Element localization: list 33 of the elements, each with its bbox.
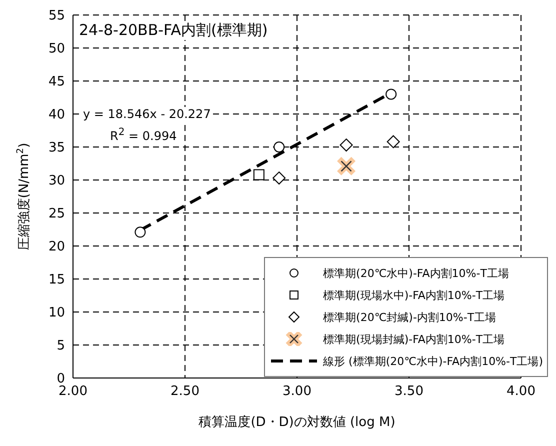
y-tick-label: 10	[48, 306, 65, 321]
y-tick-label: 20	[48, 240, 65, 255]
y-tick-label: 50	[48, 42, 65, 57]
x-tick-label: 3.00	[282, 384, 312, 400]
y-tick-label: 40	[48, 108, 65, 123]
y-tick-label: 30	[48, 174, 65, 189]
legend-label: 標準期(20℃封緘)-内割10%-T工場	[323, 310, 496, 324]
x-tick-label: 3.50	[394, 384, 424, 400]
point	[338, 158, 354, 174]
annotation: R$^{2}$ = 0.994	[108, 127, 179, 143]
y-tick-label: 55	[48, 8, 65, 24]
legend-label: 標準期(現場水中)-FA内割10%-T工場	[323, 288, 505, 302]
point	[340, 138, 353, 152]
annotation: y = 18.546x - 20.227	[81, 107, 213, 121]
point	[386, 88, 397, 100]
x-tick-label: 2.50	[170, 384, 200, 400]
legend-label: 標準期(現場封緘)-FA内割10%-T工場	[323, 332, 505, 346]
x-tick-label: 2.00	[58, 384, 88, 400]
x-tick-label: 4.00	[506, 384, 536, 400]
point	[386, 135, 400, 148]
point	[272, 172, 286, 185]
point	[274, 142, 285, 152]
y-tick-label: 5	[56, 338, 65, 354]
y-tick-label: 15	[48, 272, 65, 288]
point	[134, 226, 146, 238]
x-axis-title: 積算温度(D・D)の対数値 (log M)	[198, 414, 396, 430]
legend-label: 線形 (標準期(20℃水中)-FA内割10%-T工場)	[323, 354, 543, 368]
y-tick-label: 45	[48, 74, 65, 90]
point	[253, 169, 264, 180]
legend-label: 標準期(20℃水中)-FA内割10%-T工場	[323, 266, 509, 280]
y-tick-label: 25	[48, 206, 65, 222]
chart-title: 24-8-20BB-FA内割(標準期)	[77, 21, 270, 40]
y-tick-label: 35	[48, 140, 65, 156]
